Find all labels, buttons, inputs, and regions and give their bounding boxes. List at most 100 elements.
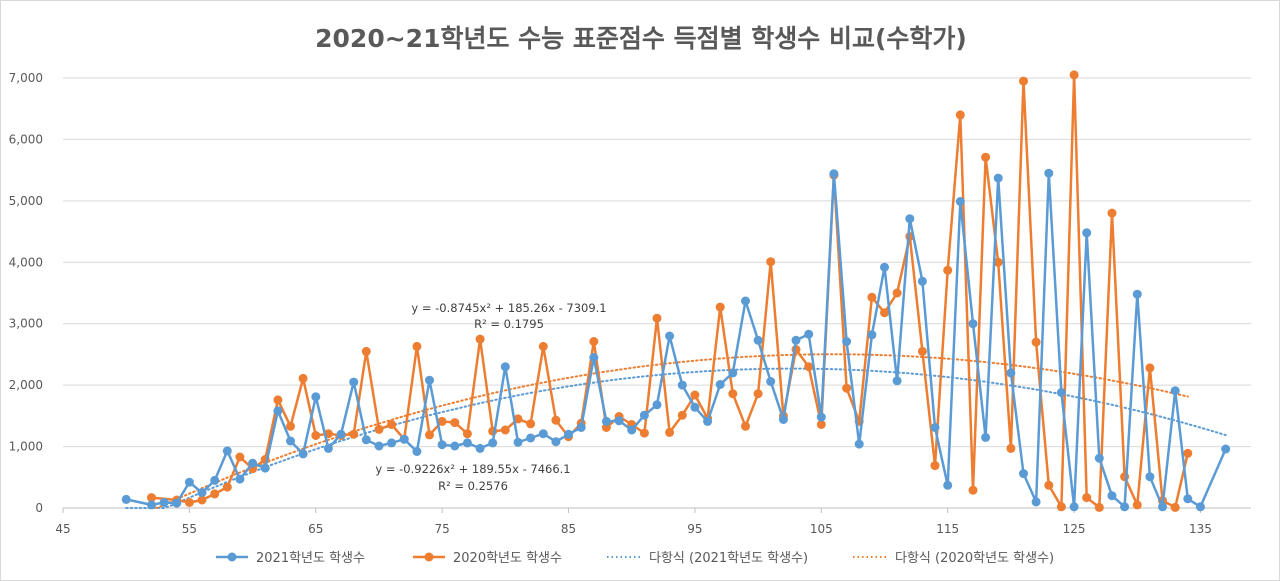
data-point-s1-x91[interactable] (639, 428, 649, 438)
data-point-s0-x85[interactable] (564, 429, 573, 439)
data-point-s0-x90[interactable] (627, 425, 637, 435)
data-point-s0-x98[interactable] (728, 368, 738, 378)
data-point-s0-x121[interactable] (1019, 469, 1028, 479)
data-point-s0-x107[interactable] (842, 337, 852, 346)
data-point-s1-x122[interactable] (1031, 337, 1041, 347)
data-point-s0-x93[interactable] (665, 331, 675, 341)
data-point-s0-x101[interactable] (766, 377, 776, 386)
data-point-s1-x107[interactable] (842, 383, 852, 393)
data-point-s1-x81[interactable] (513, 414, 523, 424)
data-point-s0-x92[interactable] (652, 400, 662, 410)
data-point-s1-x83[interactable] (538, 341, 548, 351)
data-point-s1-x121[interactable] (1019, 76, 1028, 86)
data-point-s1-x68[interactable] (349, 429, 359, 439)
data-point-s0-x122[interactable] (1031, 497, 1041, 507)
data-point-s0-x91[interactable] (639, 410, 649, 420)
data-point-s0-x69[interactable] (361, 435, 371, 445)
data-point-s0-x86[interactable] (576, 423, 586, 432)
data-point-s1-x59[interactable] (235, 452, 245, 462)
data-point-s0-x67[interactable] (336, 429, 346, 439)
data-point-s0-x123[interactable] (1044, 168, 1054, 178)
data-point-s0-x63[interactable] (286, 436, 295, 446)
data-point-s1-x111[interactable] (892, 288, 902, 298)
data-point-s0-x100[interactable] (753, 335, 763, 345)
data-point-s0-x78[interactable] (475, 443, 485, 453)
data-point-s0-x104[interactable] (804, 329, 814, 339)
data-point-s0-x61[interactable] (260, 463, 270, 473)
data-point-s1-x98[interactable] (728, 389, 738, 399)
data-point-s1-x101[interactable] (766, 257, 776, 267)
data-point-s0-x132[interactable] (1158, 502, 1167, 512)
data-point-s1-x92[interactable] (652, 313, 662, 323)
data-point-s1-x95[interactable] (690, 390, 700, 400)
data-point-s1-x115[interactable] (943, 265, 953, 275)
data-point-s1-x73[interactable] (412, 341, 422, 351)
data-point-s0-x83[interactable] (538, 429, 548, 439)
data-point-s0-x105[interactable] (816, 412, 826, 422)
data-point-s1-x52[interactable] (147, 493, 156, 503)
data-point-s0-x65[interactable] (311, 392, 321, 402)
data-point-s1-x114[interactable] (930, 461, 940, 471)
data-point-s0-x76[interactable] (450, 441, 460, 451)
data-point-s0-x68[interactable] (349, 377, 359, 387)
data-point-s0-x59[interactable] (235, 474, 245, 484)
data-point-s1-x87[interactable] (589, 337, 599, 346)
legend-item-trend-2021[interactable]: 다항식 (2021학년도 학생수) (607, 551, 808, 566)
data-point-s1-x75[interactable] (437, 416, 447, 426)
data-point-s1-x58[interactable] (222, 482, 232, 492)
data-point-s1-x100[interactable] (753, 389, 763, 399)
data-point-s0-x110[interactable] (880, 262, 889, 272)
data-point-s1-x124[interactable] (1056, 502, 1066, 512)
data-point-s1-x78[interactable] (475, 334, 485, 344)
data-point-s0-x80[interactable] (500, 362, 510, 372)
data-point-s1-x62[interactable] (273, 395, 283, 405)
data-point-s1-x64[interactable] (298, 373, 308, 383)
data-point-s1-x110[interactable] (880, 308, 889, 318)
data-point-s1-x80[interactable] (500, 425, 510, 435)
data-point-s1-x130[interactable] (1132, 500, 1142, 510)
data-point-s0-x95[interactable] (690, 402, 700, 412)
legend-item-trend-2020[interactable]: 다항식 (2020학년도 학생수) (853, 551, 1054, 566)
data-point-s1-x125[interactable] (1069, 70, 1079, 80)
data-point-s1-x55[interactable] (184, 498, 194, 507)
data-point-s0-x84[interactable] (551, 437, 561, 447)
data-point-s1-x76[interactable] (450, 418, 460, 428)
data-point-s1-x123[interactable] (1044, 480, 1054, 490)
data-point-s0-x120[interactable] (1006, 368, 1016, 378)
data-point-s0-x112[interactable] (905, 214, 915, 224)
legend-item-2021[interactable]: 2021학년도 학생수 (216, 551, 365, 566)
data-point-s1-x128[interactable] (1107, 208, 1117, 218)
data-point-s1-x105[interactable] (816, 420, 826, 429)
data-point-s0-x50[interactable] (121, 494, 131, 504)
data-point-s0-x58[interactable] (222, 446, 232, 456)
data-point-s0-x75[interactable] (437, 440, 447, 450)
data-point-s1-x133[interactable] (1170, 502, 1180, 512)
data-point-s0-x57[interactable] (210, 475, 220, 485)
data-point-s0-x103[interactable] (791, 335, 801, 345)
data-point-s0-x99[interactable] (741, 296, 750, 306)
data-point-s0-x102[interactable] (778, 415, 788, 424)
data-point-s0-x52[interactable] (147, 500, 156, 510)
data-point-s0-x81[interactable] (513, 437, 523, 447)
data-point-s0-x70[interactable] (374, 441, 384, 451)
data-point-s1-x57[interactable] (210, 489, 220, 499)
data-point-s0-x119[interactable] (993, 173, 1003, 183)
data-point-s0-x124[interactable] (1056, 388, 1066, 397)
data-point-s0-x88[interactable] (601, 416, 611, 426)
data-point-s0-x115[interactable] (943, 480, 953, 490)
data-point-s1-x104[interactable] (804, 362, 814, 372)
data-point-s0-x56[interactable] (197, 488, 207, 498)
data-point-s0-x133[interactable] (1170, 386, 1180, 396)
data-point-s0-x114[interactable] (930, 423, 940, 432)
data-point-s0-x74[interactable] (425, 375, 434, 385)
data-point-s0-x97[interactable] (715, 380, 725, 389)
data-point-s1-x120[interactable] (1006, 443, 1016, 453)
data-point-s0-x126[interactable] (1082, 228, 1092, 238)
data-point-s1-x69[interactable] (361, 346, 371, 356)
data-point-s1-x97[interactable] (715, 302, 725, 312)
data-point-s0-x137[interactable] (1221, 444, 1231, 454)
data-point-s1-x113[interactable] (917, 346, 927, 356)
data-point-s1-x118[interactable] (981, 152, 991, 162)
data-point-s0-x64[interactable] (298, 449, 308, 459)
data-point-s0-x96[interactable] (703, 416, 713, 426)
